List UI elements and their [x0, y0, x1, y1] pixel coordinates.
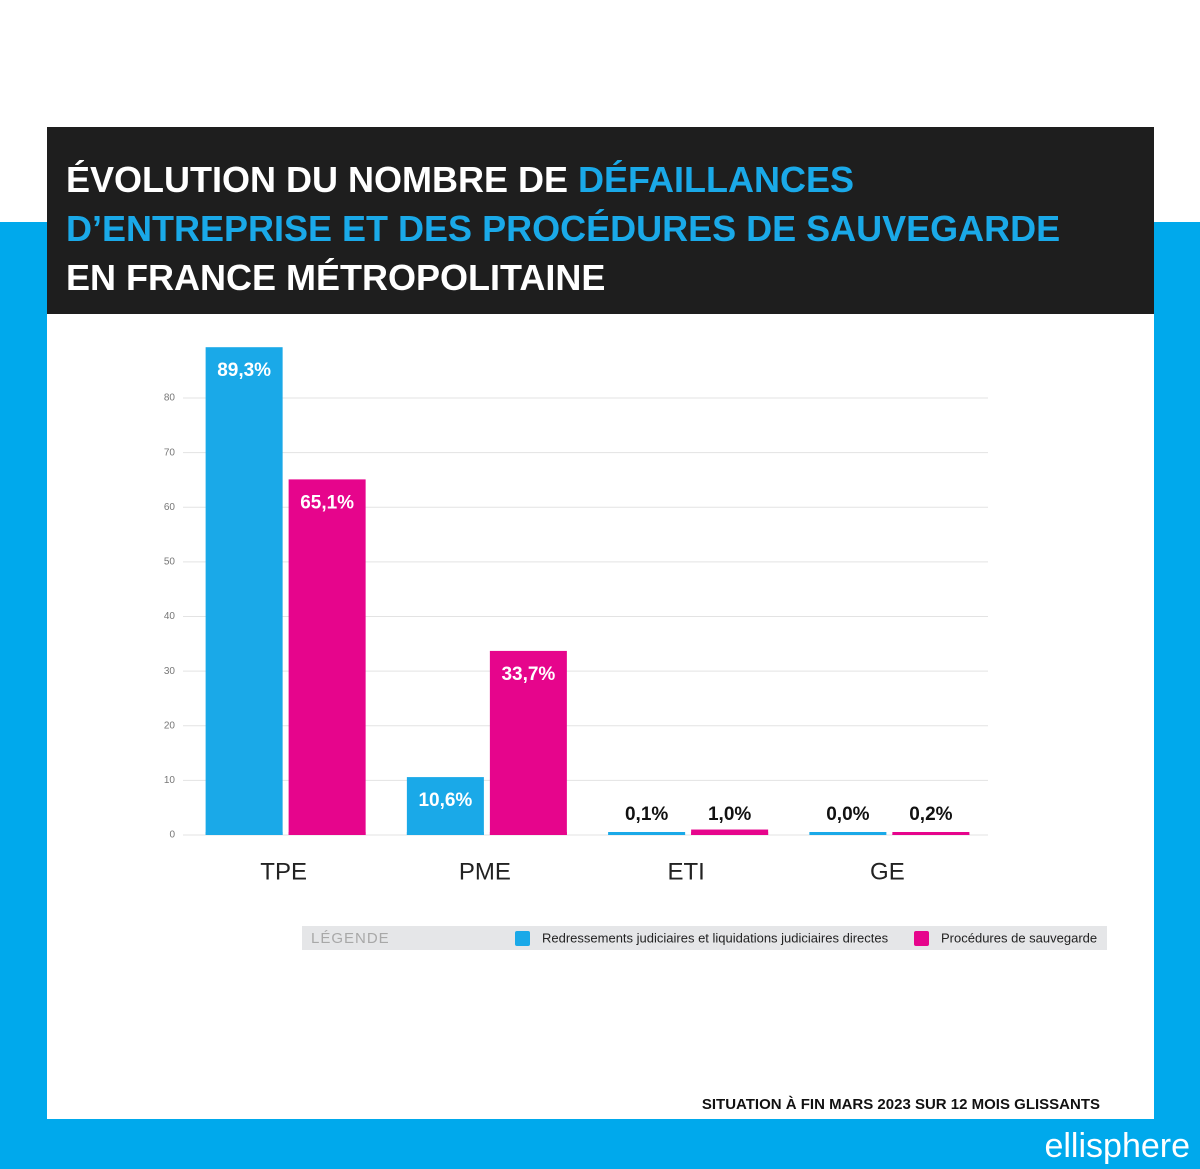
bar — [288, 479, 366, 835]
legend-swatch — [914, 931, 929, 946]
y-tick-label: 60 — [164, 502, 176, 513]
bar — [691, 829, 769, 835]
title: ÉVOLUTION DU NOMBRE DE DÉFAILLANCES D’ENT… — [66, 159, 1060, 298]
y-tick-label: 80 — [164, 393, 176, 404]
x-tick-label: GE — [870, 858, 905, 885]
y-tick-label: 30 — [164, 666, 176, 677]
legend-box — [302, 926, 1107, 950]
y-tick-label: 10 — [164, 775, 176, 786]
value-label: 0,2% — [909, 804, 952, 825]
value-label: 0,0% — [826, 804, 869, 825]
title-box — [47, 127, 1154, 314]
value-label: 1,0% — [708, 804, 751, 825]
value-label: 65,1% — [300, 492, 354, 513]
y-tick-label: 20 — [164, 720, 176, 731]
legend-label: Procédures de sauvegarde — [941, 930, 1097, 945]
bar — [489, 650, 567, 835]
y-tick-label: 70 — [164, 447, 176, 458]
x-tick-label: TPE — [260, 858, 307, 885]
legend-swatch — [515, 931, 530, 946]
bar — [406, 777, 484, 835]
title-segment: D’ENTREPRISE ET DES PROCÉDURES DE SAUVEG… — [66, 208, 1060, 249]
title-line: EN FRANCE MÉTROPOLITAINE — [66, 257, 605, 298]
y-tick-label: 0 — [169, 830, 175, 841]
legend-label: Redressements judiciaires et liquidation… — [542, 930, 889, 945]
title-line: D’ENTREPRISE ET DES PROCÉDURES DE SAUVEG… — [66, 208, 1060, 249]
y-tick-label: 40 — [164, 611, 176, 622]
legend-title: LÉGENDE — [311, 930, 390, 947]
x-tick-label: ETI — [667, 858, 704, 885]
value-label: 33,7% — [501, 664, 555, 685]
bar — [205, 347, 283, 835]
y-tick-label: 50 — [164, 557, 176, 568]
value-label: 10,6% — [418, 790, 472, 811]
bar — [608, 834, 686, 835]
brand-logo: ellisphere — [1044, 1127, 1190, 1165]
value-label: 89,3% — [217, 360, 271, 381]
x-tick-label: PME — [459, 858, 511, 885]
title-segment: ÉVOLUTION DU NOMBRE DE — [66, 159, 578, 200]
title-line: ÉVOLUTION DU NOMBRE DE DÉFAILLANCES — [66, 159, 854, 200]
footnote: SITUATION À FIN MARS 2023 SUR 12 MOIS GL… — [702, 1096, 1100, 1113]
title-segment: DÉFAILLANCES — [578, 159, 854, 200]
bar — [892, 833, 970, 835]
title-segment: EN FRANCE MÉTROPOLITAINE — [66, 257, 605, 298]
value-label: 0,1% — [625, 804, 668, 825]
